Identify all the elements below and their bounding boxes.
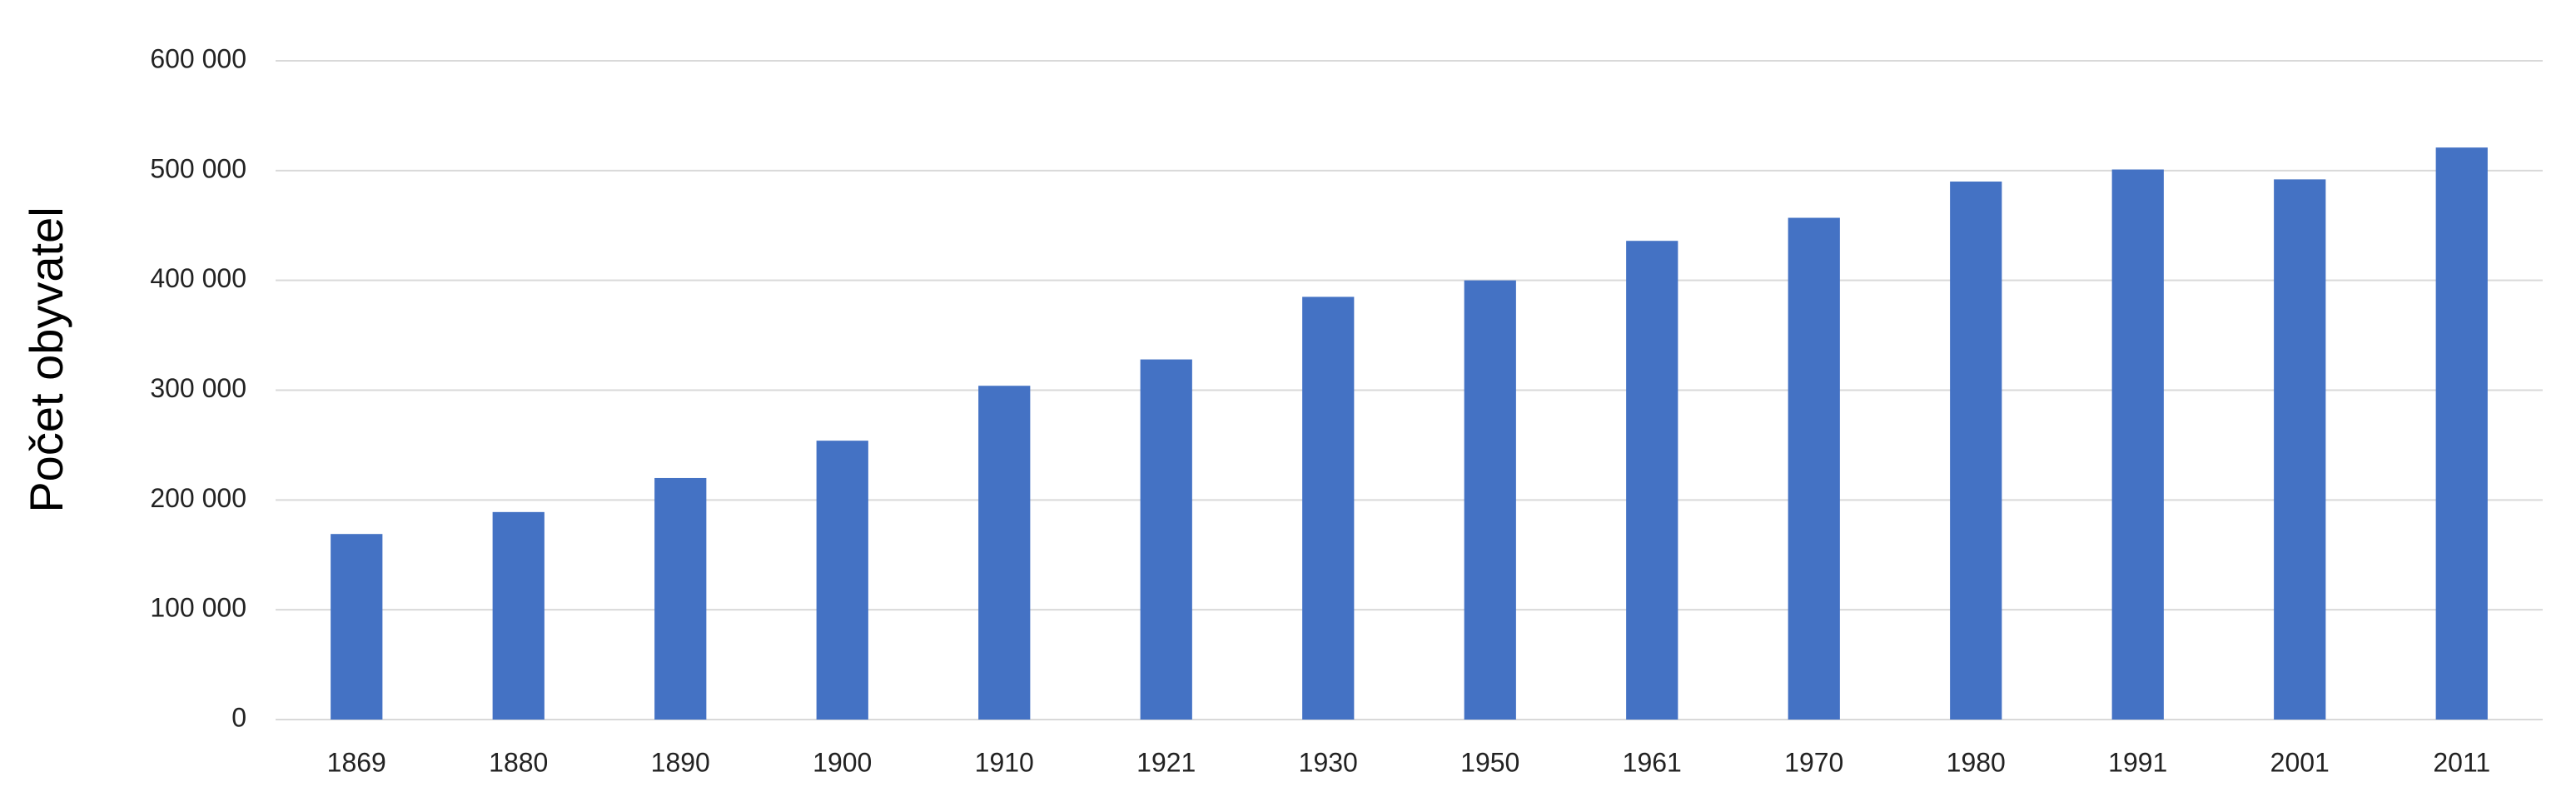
- y-tick-label: 200 000: [150, 483, 246, 513]
- x-tick-label: 1900: [813, 747, 872, 777]
- x-tick-label: 1921: [1136, 747, 1196, 777]
- y-tick-label: 500 000: [150, 153, 246, 183]
- bar: [2111, 169, 2164, 720]
- bar: [331, 534, 383, 720]
- y-tick-label: 0: [231, 702, 246, 732]
- bar: [492, 511, 545, 720]
- bar: [1140, 359, 1192, 720]
- bar: [1626, 241, 1678, 720]
- bar: [2435, 147, 2488, 720]
- x-tick-label: 1950: [1460, 747, 1519, 777]
- x-tick-label: 1991: [2108, 747, 2167, 777]
- y-tick-label: 400 000: [150, 263, 246, 293]
- y-tick-label: 300 000: [150, 373, 246, 403]
- x-tick-label: 1890: [651, 747, 710, 777]
- bar: [2274, 179, 2326, 720]
- x-tick-label: 1930: [1299, 747, 1358, 777]
- x-tick-label: 1910: [975, 747, 1034, 777]
- bar: [1788, 217, 1840, 720]
- bar: [978, 386, 1031, 720]
- y-axis-title: Počet obyvatel: [20, 207, 72, 512]
- x-tick-label: 1880: [489, 747, 548, 777]
- y-tick-label: 600 000: [150, 43, 246, 73]
- y-tick-label: 100 000: [150, 593, 246, 623]
- x-tick-label: 2001: [2270, 747, 2330, 777]
- bar: [1464, 280, 1516, 720]
- bar: [1950, 182, 2002, 720]
- x-tick-label: 1869: [327, 747, 386, 777]
- bar: [654, 477, 707, 720]
- x-tick-label: 1970: [1784, 747, 1843, 777]
- x-tick-label: 1961: [1623, 747, 1682, 777]
- x-tick-label: 1980: [1947, 747, 2006, 777]
- bar: [816, 441, 868, 720]
- bar: [1302, 296, 1355, 720]
- x-tick-label: 2011: [2433, 747, 2490, 777]
